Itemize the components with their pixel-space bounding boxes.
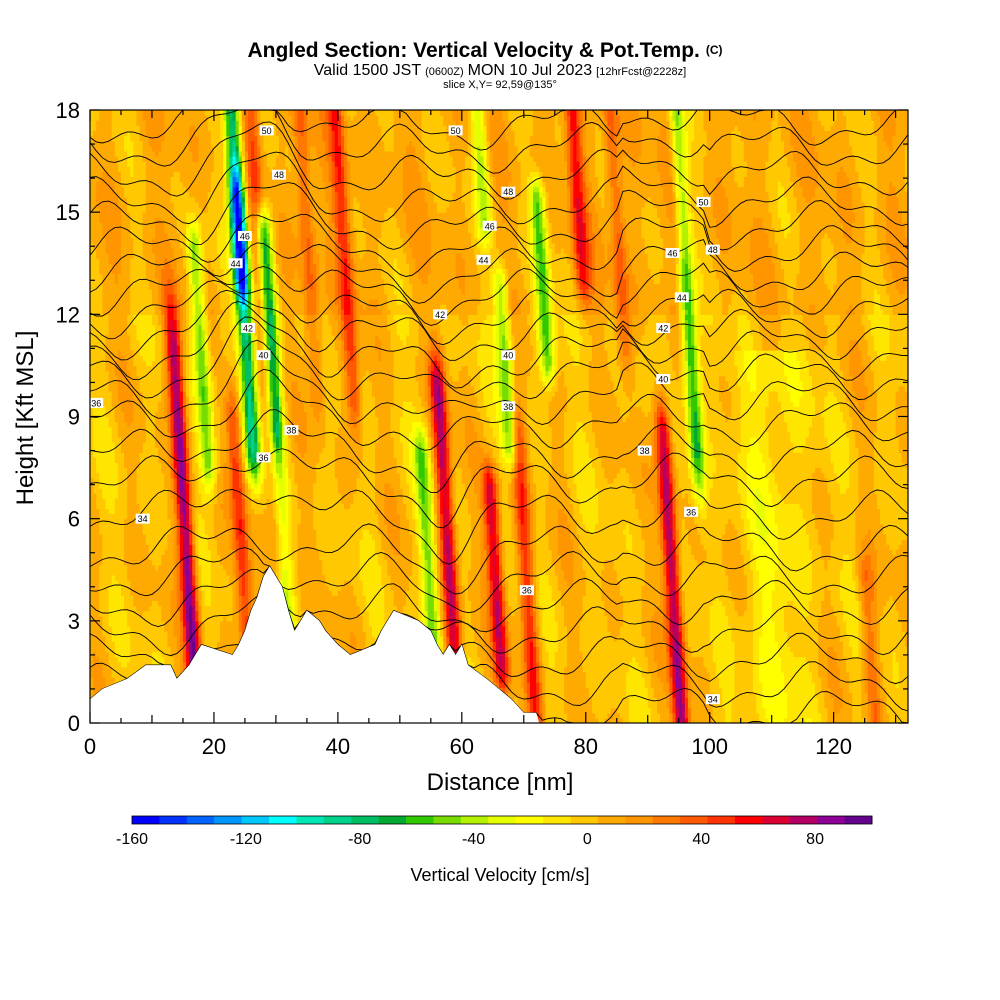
subtitle-utc: (0600Z)	[425, 66, 464, 78]
vertical-section-chart: Angled Section: Vertical Velocity & Pot.…	[0, 0, 1000, 1000]
chart-title-unit: (C)	[706, 43, 723, 57]
subtitle-date: MON 10 Jul 2023	[468, 62, 593, 79]
subtitle-valid: Valid 1500 JST	[314, 62, 422, 79]
chart-title: Angled Section: Vertical Velocity & Pot.…	[247, 39, 699, 62]
subtitle-slice: slice X,Y= 92,59@135°	[443, 79, 557, 91]
chart-title-block: Angled Section: Vertical Velocity & Pot.…	[247, 39, 722, 91]
plot-area: 3634363840424446485036384042444648503840…	[89, 110, 908, 724]
heatmap-cells	[90, 110, 909, 724]
subtitle-forecast: [12hrFcst@2228z]	[596, 66, 686, 78]
